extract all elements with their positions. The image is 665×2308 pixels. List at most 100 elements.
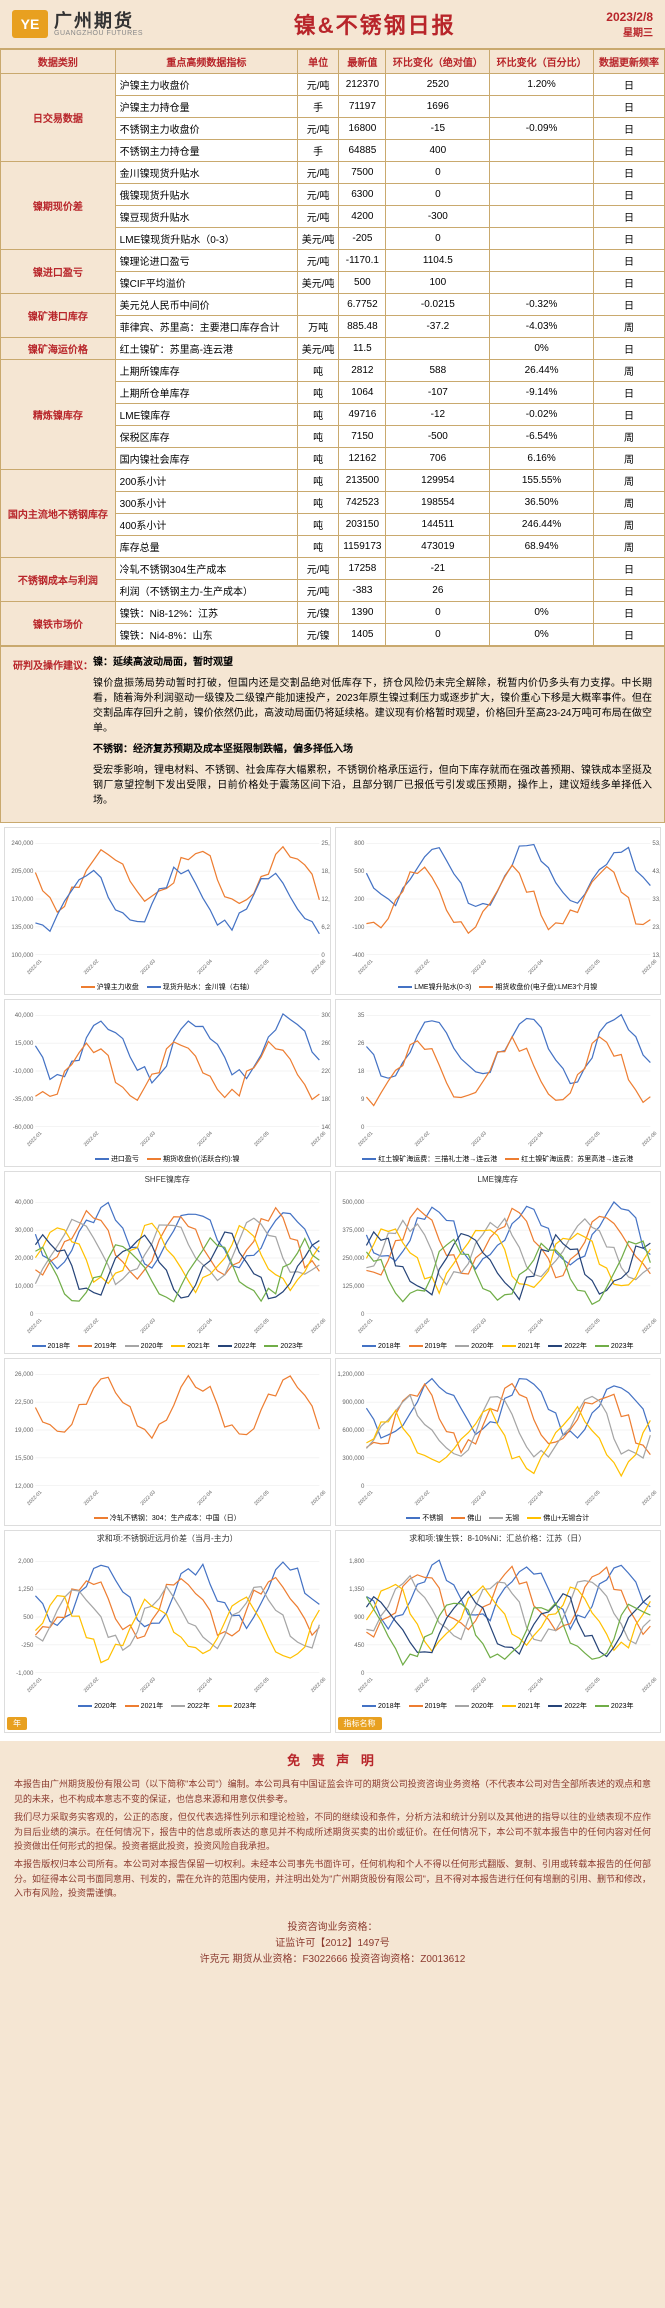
legend-item: 2020年	[125, 1341, 164, 1351]
footer: 投资咨询业务资格： 证监许可【2012】1497号 许克元 期货从业资格：F30…	[0, 1914, 665, 1974]
logo: YE 广州期货 GUANGZHOU FUTURES	[12, 10, 143, 38]
chart-2: 800500200-100-40053,00043,00033,00023,00…	[335, 827, 662, 995]
filter-button[interactable]: 指标名称	[338, 1717, 382, 1730]
svg-text:-60,000: -60,000	[13, 1124, 34, 1131]
chart-9: 求和项:不锈钢近远月价差（当月-主力）2,0001,250500-250-1,0…	[4, 1530, 331, 1732]
svg-text:25,000: 25,000	[321, 840, 329, 847]
report-title: 镍&不锈钢日报	[143, 8, 606, 40]
data-cell: -500	[386, 426, 490, 448]
data-cell: 沪镍主力持仓量	[115, 96, 297, 118]
data-cell: 36.50%	[490, 492, 594, 514]
data-cell: 68.94%	[490, 536, 594, 558]
svg-text:900,000: 900,000	[342, 1399, 365, 1406]
svg-text:205,000: 205,000	[11, 868, 34, 875]
data-cell: 元/吨	[298, 250, 339, 272]
nickel-body: 镍价盘振荡局势动暂时打破，但国内还是交割品绝对低库存下，挤仓风险仍未完全解除，税…	[93, 676, 652, 736]
legend-item: 2022年	[548, 1341, 587, 1351]
data-cell: 吨	[298, 514, 339, 536]
report-date: 2023/2/8 星期三	[606, 10, 653, 39]
data-cell: 国内镍社会库存	[115, 448, 297, 470]
data-cell: 日	[593, 228, 664, 250]
date-value: 2023/2/8	[606, 10, 653, 24]
data-cell	[490, 580, 594, 602]
chart-title: 求和项:镍生铁：8-10%Ni：汇总价格：江苏（日）	[336, 1531, 661, 1546]
svg-text:-10,000: -10,000	[13, 1068, 34, 1075]
data-cell: 吨	[298, 426, 339, 448]
data-cell: 美元兑人民币中间价	[115, 294, 297, 316]
data-cell: 246.44%	[490, 514, 594, 536]
legend-item: 红土镍矿海运费：苏里高港→连云港	[505, 1154, 633, 1164]
data-cell: 1696	[386, 96, 490, 118]
data-cell: 日	[593, 118, 664, 140]
chart-legend: 沪镍主力收盘现货升贴水：金川镍（右轴）	[5, 980, 330, 994]
data-cell: 周	[593, 492, 664, 514]
category-cell: 精炼镍库存	[1, 360, 116, 470]
data-cell: 镍豆现货升贴水	[115, 206, 297, 228]
nickel-title: 镍：延续高波动局面，暂时观望	[93, 657, 233, 668]
footer-line1: 投资咨询业务资格：	[6, 1920, 659, 1936]
col-header: 数据类别	[1, 50, 116, 74]
data-cell: 49716	[339, 404, 386, 426]
data-cell: 元/吨	[298, 162, 339, 184]
svg-text:240,000: 240,000	[11, 840, 34, 847]
svg-text:26,000: 26,000	[15, 1372, 34, 1379]
data-cell: 日	[593, 184, 664, 206]
data-cell: LME镍现货升贴水（0-3）	[115, 228, 297, 250]
data-cell: 400系小计	[115, 514, 297, 536]
data-cell	[490, 558, 594, 580]
disclaimer-title: 免 责 声 明	[14, 1751, 651, 1772]
legend-item: 无锡	[489, 1513, 519, 1523]
data-cell	[490, 250, 594, 272]
svg-text:40,000: 40,000	[15, 1199, 34, 1206]
data-cell: 上期所镍库存	[115, 360, 297, 382]
data-cell: 吨	[298, 404, 339, 426]
data-cell	[490, 162, 594, 184]
data-cell: 元/吨	[298, 74, 339, 96]
weekday: 星期三	[606, 24, 653, 39]
logo-cn: 广州期货	[54, 12, 143, 30]
svg-text:20,000: 20,000	[15, 1255, 34, 1262]
svg-text:220,000: 220,000	[321, 1068, 329, 1075]
category-cell: 国内主流地不锈钢库存	[1, 470, 116, 558]
data-cell: 26	[386, 580, 490, 602]
data-cell: LME镍库存	[115, 404, 297, 426]
svg-text:18,750: 18,750	[321, 868, 329, 875]
svg-text:26: 26	[357, 1040, 364, 1047]
data-cell: 4200	[339, 206, 386, 228]
analysis-label: 研判及操作建议：	[13, 655, 93, 814]
data-cell: 26.44%	[490, 360, 594, 382]
disclaimer: 免 责 声 明 本报告由广州期货股份有限公司（以下简称"本公司"）编制。本公司具…	[0, 1741, 665, 1915]
data-cell: 周	[593, 536, 664, 558]
data-cell: 万吨	[298, 316, 339, 338]
data-cell: 日	[593, 602, 664, 624]
svg-text:-1,000: -1,000	[16, 1670, 34, 1677]
data-cell: 日	[593, 162, 664, 184]
chart-legend: 2018年2019年2020年2021年2022年2023年	[336, 1339, 661, 1353]
svg-text:-100: -100	[352, 924, 365, 931]
data-cell: 1064	[339, 382, 386, 404]
data-cell: -12	[386, 404, 490, 426]
filter-button[interactable]: 年	[7, 1717, 27, 1730]
data-cell: 镍CIF平均溢价	[115, 272, 297, 294]
svg-text:35: 35	[357, 1012, 364, 1019]
data-cell: 0	[386, 162, 490, 184]
svg-text:260,000: 260,000	[321, 1040, 329, 1047]
chart-legend: 2018年2019年2020年2021年2022年2023年	[336, 1699, 661, 1713]
charts-section: 240,000205,000170,000135,000100,00025,00…	[0, 823, 665, 1741]
data-cell: 不锈钢主力持仓量	[115, 140, 297, 162]
category-cell: 不锈钢成本与利润	[1, 558, 116, 602]
data-cell: 日	[593, 382, 664, 404]
disclaimer-p1: 本报告由广州期货股份有限公司（以下简称"本公司"）编制。本公司具有中国证监会许可…	[14, 1777, 651, 1806]
legend-item: 2021年	[125, 1701, 164, 1711]
col-header: 单位	[298, 50, 339, 74]
data-cell: 利润（不锈钢主力-生产成本）	[115, 580, 297, 602]
disclaimer-p2: 我们尽力采取务实客观的，公正的态度，但仅代表选择性列示和理论检验，不同的继续设和…	[14, 1810, 651, 1853]
legend-item: 2022年	[218, 1341, 257, 1351]
ss-body: 受宏季影响，锂电材料、不锈钢、社会库存大幅累积，不锈钢价格承压运行，但向下库存就…	[93, 763, 652, 808]
data-cell: 吨	[298, 382, 339, 404]
data-cell: 不锈钢主力收盘价	[115, 118, 297, 140]
data-cell: -0.0215	[386, 294, 490, 316]
svg-text:9: 9	[361, 1096, 365, 1103]
data-cell: 吨	[298, 470, 339, 492]
svg-text:900: 900	[354, 1614, 365, 1621]
